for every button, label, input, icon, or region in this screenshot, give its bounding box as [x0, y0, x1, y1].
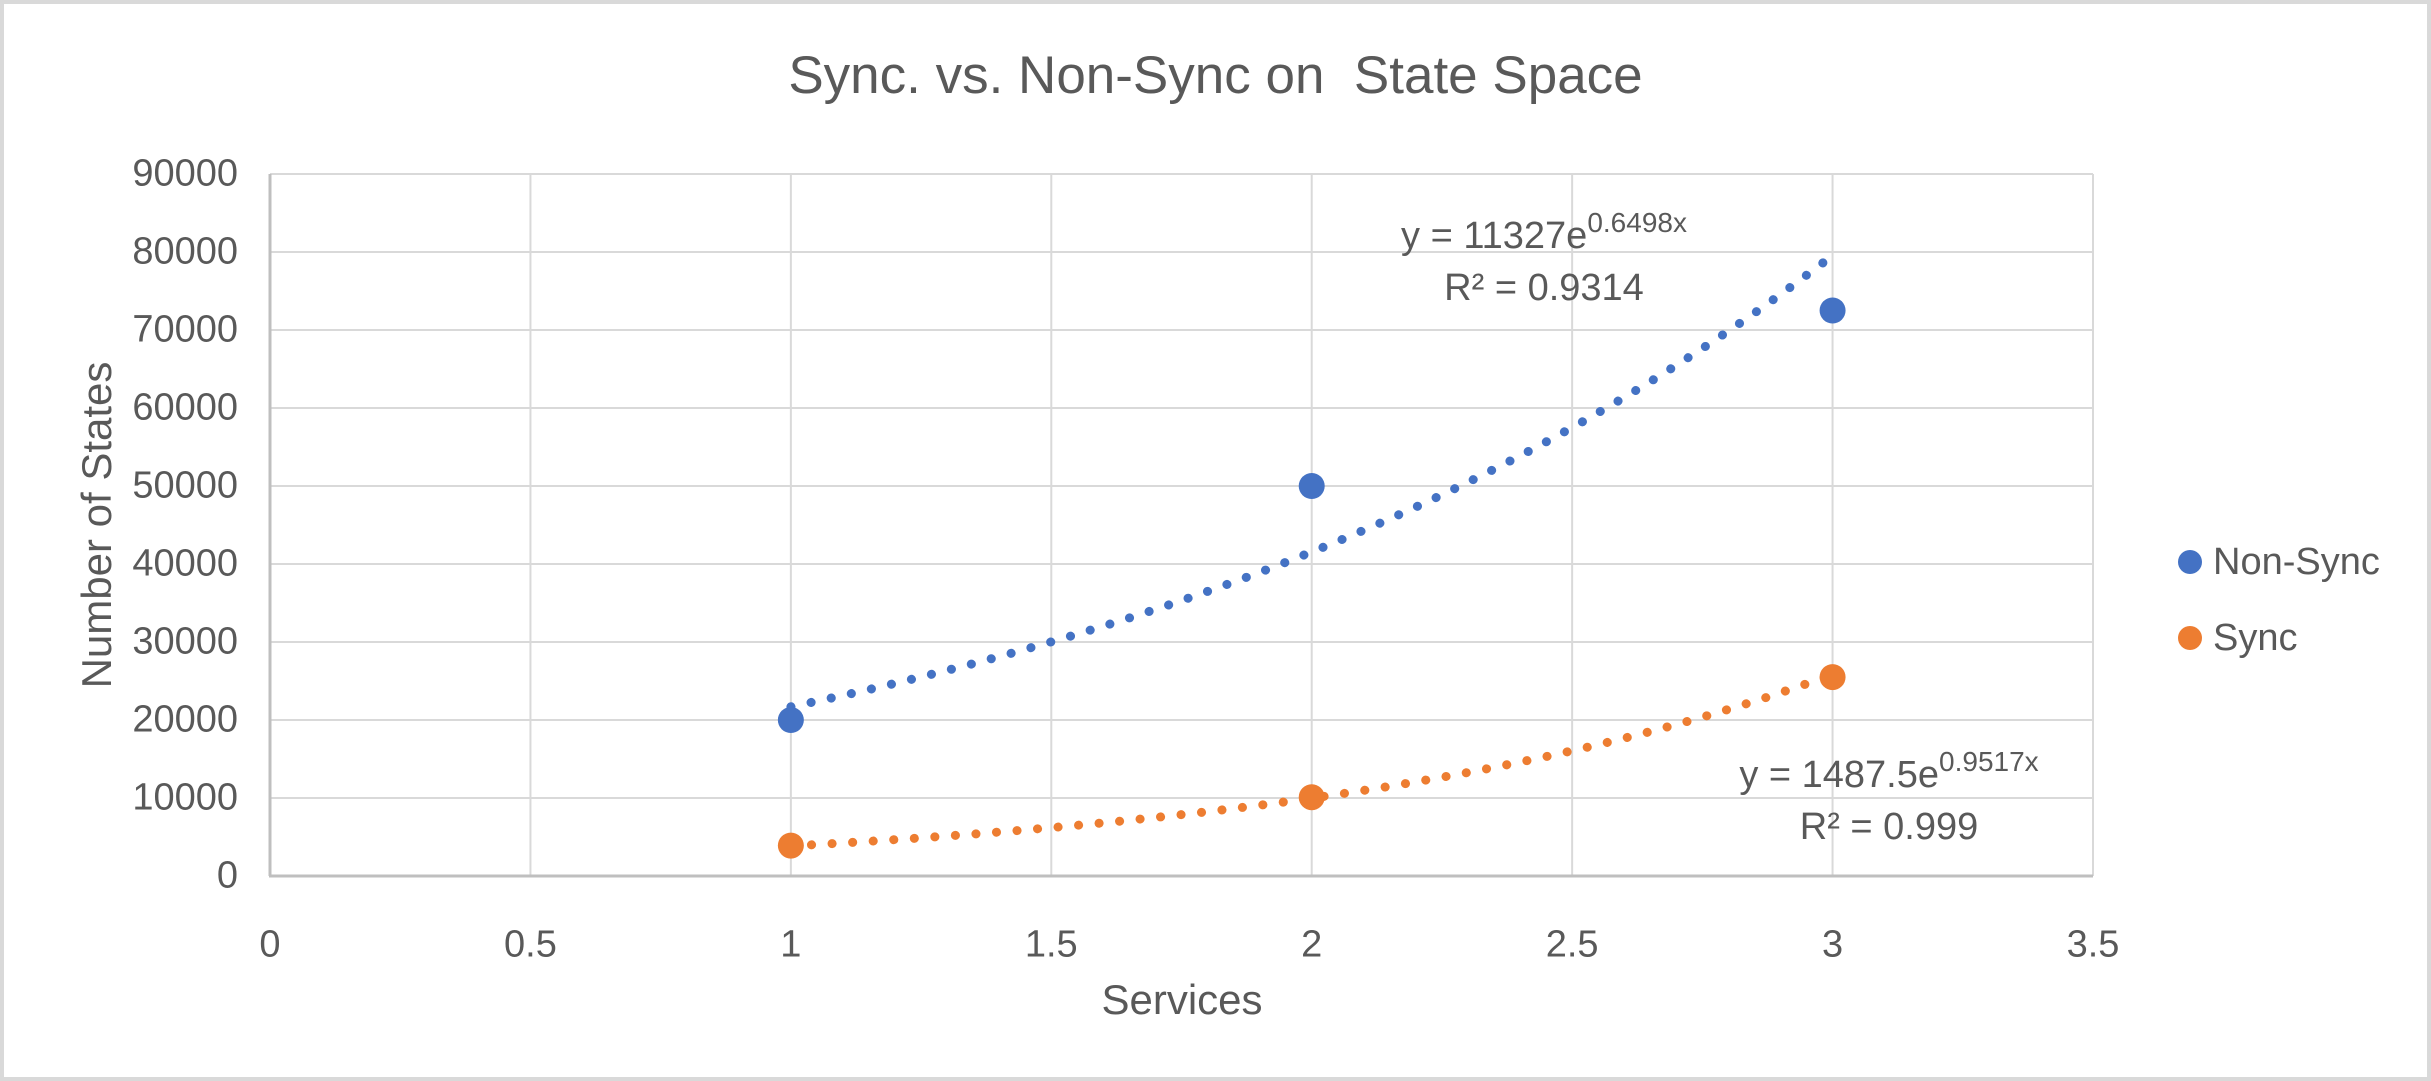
- sync-data-point: [777, 832, 804, 859]
- y-axis-tick-label: 20000: [132, 698, 238, 741]
- x-axis-tick-label: 2: [1301, 923, 1323, 966]
- y-axis-tick-label: 0: [216, 854, 238, 897]
- non-sync-data-point: [777, 707, 804, 733]
- sync-marker-icon: [2178, 626, 2202, 650]
- legend-item-nonsync: Non-Sync: [2178, 538, 2380, 586]
- trendline-equation-nonsync: y = 11327e0.6498x R² = 0.9314: [1401, 207, 1687, 314]
- y-axis-title: Number of States: [73, 361, 120, 689]
- y-axis-tick-label: 30000: [132, 620, 238, 663]
- nonsync-marker-icon: [2178, 550, 2202, 574]
- x-axis-tick-label: 0.5: [504, 923, 557, 966]
- sync-data-point: [1819, 664, 1846, 691]
- legend: Non-Sync Sync: [2178, 538, 2380, 690]
- equation-exponent: 0.9517x: [1939, 746, 2039, 778]
- x-axis-title: Services: [1101, 976, 1263, 1023]
- equation-line: y = 1487.5e0.9517x: [1739, 746, 2039, 801]
- sync-data-point: [1298, 784, 1325, 811]
- legend-item-sync: Sync: [2178, 614, 2380, 662]
- x-axis-tick-label: 1: [780, 923, 802, 966]
- y-axis-tick-label: 80000: [132, 230, 238, 273]
- chart-title: Sync. vs. Non-Sync on State Space: [788, 46, 1643, 105]
- non-sync-data-point: [1298, 473, 1325, 499]
- y-axis-tick-label: 60000: [132, 386, 238, 429]
- r-squared-line: R² = 0.9314: [1444, 267, 1644, 309]
- equation-line: y = 11327e0.6498x: [1401, 207, 1687, 262]
- y-axis-tick-label: 90000: [132, 152, 238, 195]
- y-axis-tick-label: 10000: [132, 776, 238, 819]
- y-axis-tick-label: 40000: [132, 542, 238, 585]
- legend-label-nonsync: Non-Sync: [2213, 540, 2380, 583]
- trendline-equation-sync: y = 1487.5e0.9517x R² = 0.999: [1739, 746, 2039, 853]
- equation-exponent: 0.6498x: [1587, 207, 1687, 239]
- equation-text: y = 11327e: [1401, 215, 1588, 257]
- legend-label-sync: Sync: [2213, 616, 2298, 659]
- y-axis-tick-label: 70000: [132, 308, 238, 351]
- x-axis-tick-label: 3.5: [2066, 923, 2120, 966]
- x-axis-tick-label: 1.5: [1024, 923, 1078, 966]
- non-sync-data-point: [1819, 297, 1846, 324]
- x-axis-tick-label: 2.5: [1545, 923, 1599, 966]
- y-axis-tick-label: 50000: [132, 464, 238, 507]
- equation-text: y = 1487.5e: [1739, 754, 1940, 796]
- x-axis-tick-label: 0: [259, 923, 281, 966]
- r-squared-line: R² = 0.999: [1799, 806, 1979, 848]
- x-axis-tick-label: 3: [1821, 923, 1844, 966]
